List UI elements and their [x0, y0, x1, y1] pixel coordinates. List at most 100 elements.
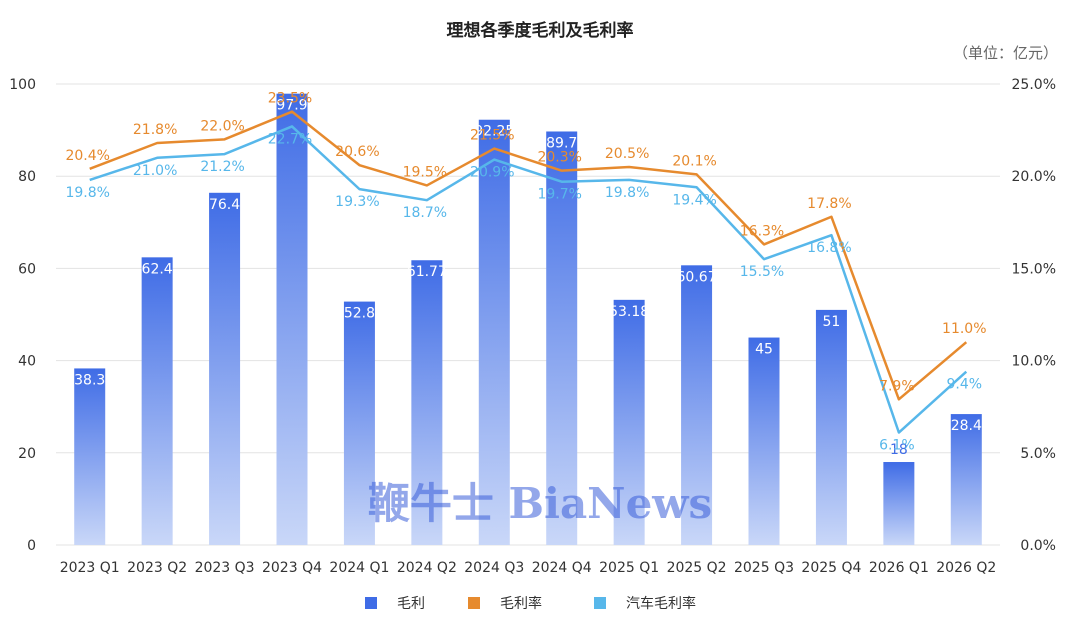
gross-profit-bar-labels: 38.3 62.4 76.4 97.9 52.8 61.77 92.25 89.7 53.18 6…	[74, 98, 982, 458]
legend-swatch	[365, 597, 377, 609]
bar	[613, 299, 645, 545]
legend-label: 汽车毛利率	[626, 595, 696, 612]
bar	[883, 462, 915, 545]
legend-label: 毛利率	[500, 595, 542, 612]
bar-data-label: 52.8	[344, 306, 375, 322]
bar	[815, 309, 847, 545]
bar	[546, 131, 578, 545]
bar	[343, 301, 375, 545]
legend-swatch	[468, 597, 480, 609]
legend: 毛利 毛利率 汽车毛利率	[365, 595, 696, 612]
line-data-label: 21.8%	[133, 122, 177, 138]
right-tick-label: 15.0%	[1012, 261, 1056, 277]
line-data-label: 9.4%	[946, 377, 982, 393]
bar-data-label: 18	[890, 442, 908, 458]
watermark: 鞭牛士 BiaNews	[368, 479, 712, 528]
margin-line-labels: 20.4% 21.8% 22.0% 23.5% 20.6% 19.5% 21.5% 20.3%…	[65, 91, 986, 454]
bar-data-label: 76.4	[209, 197, 240, 213]
x-tick-label: 2024 Q4	[532, 560, 592, 576]
x-tick-label: 2023 Q1	[60, 560, 120, 576]
bar-data-label: 61.77	[407, 264, 447, 280]
line-data-label: 19.5%	[403, 164, 447, 180]
bar-data-label: 45	[755, 342, 773, 358]
x-tick-label: 2025 Q2	[667, 560, 727, 576]
bar	[411, 260, 443, 545]
left-tick-label: 20	[18, 446, 36, 462]
left-axis-ticks: 0 20 40 60 80 100	[9, 77, 36, 554]
x-tick-label: 2024 Q3	[464, 560, 524, 576]
x-tick-label: 2024 Q2	[397, 560, 457, 576]
line-data-label: 20.5%	[605, 146, 649, 162]
bar	[209, 192, 241, 545]
right-tick-label: 20.0%	[1012, 169, 1056, 185]
left-tick-label: 100	[9, 77, 36, 93]
line-data-label: 15.5%	[740, 264, 784, 280]
line-data-label: 7.9%	[879, 378, 915, 394]
gross-profit-bars	[74, 93, 982, 545]
line-data-label: 17.8%	[807, 196, 851, 212]
x-tick-label: 2025 Q1	[599, 560, 659, 576]
line-data-label: 19.8%	[605, 185, 649, 201]
left-tick-label: 0	[27, 538, 36, 554]
bar-data-label: 38.3	[74, 372, 105, 388]
line-data-label: 20.9%	[470, 165, 514, 181]
right-tick-label: 0.0%	[1020, 538, 1056, 554]
line-data-label: 20.4%	[65, 148, 109, 164]
bar-data-label: 28.4	[951, 418, 982, 434]
x-tick-label: 2025 Q3	[734, 560, 794, 576]
right-tick-label: 10.0%	[1012, 354, 1056, 370]
x-tick-label: 2026 Q2	[936, 560, 996, 576]
bar	[74, 368, 106, 545]
line-data-label: 21.0%	[133, 163, 177, 179]
line-data-label: 18.7%	[403, 205, 447, 221]
margin-lines	[89, 110, 968, 434]
series-line	[89, 125, 968, 434]
line-data-label: 19.4%	[672, 192, 716, 208]
bar-data-label: 60.67	[677, 269, 717, 285]
legend-label: 毛利	[397, 596, 425, 612]
line-data-label: 6.1%	[879, 438, 915, 454]
legend-swatch	[594, 597, 606, 609]
line-data-label: 20.3%	[537, 150, 581, 166]
bar	[681, 265, 713, 545]
line-data-label: 23.5%	[268, 91, 312, 107]
bar-data-label: 92.25	[474, 124, 514, 140]
line-data-label: 20.6%	[335, 144, 379, 160]
bar	[276, 93, 308, 545]
x-tick-label: 2023 Q3	[195, 560, 255, 576]
bar	[478, 119, 510, 545]
right-tick-label: 5.0%	[1020, 446, 1056, 462]
left-tick-label: 80	[18, 169, 36, 185]
line-data-label: 19.8%	[65, 185, 109, 201]
line-data-label: 22.7%	[268, 131, 312, 147]
x-tick-label: 2023 Q4	[262, 560, 322, 576]
line-data-label: 21.2%	[200, 159, 244, 175]
right-tick-label: 25.0%	[1012, 77, 1056, 93]
bar-data-label: 89.7	[546, 135, 577, 151]
line-data-label: 20.1%	[672, 153, 716, 169]
x-axis-ticks: 2023 Q1 2023 Q2 2023 Q3 2023 Q4 2024 Q1 2024 …	[60, 560, 997, 576]
chart-title: 理想各季度毛利及毛利率	[447, 20, 634, 41]
line-data-label: 19.7%	[537, 187, 581, 203]
x-tick-label: 2023 Q2	[127, 560, 187, 576]
line-data-label: 19.3%	[335, 194, 379, 210]
bar	[141, 257, 173, 545]
unit-label: （单位：亿元）	[953, 44, 1058, 62]
bar-data-label: 53.18	[609, 304, 649, 320]
x-tick-label: 2025 Q4	[801, 560, 861, 576]
bar-data-label: 97.9	[276, 98, 307, 114]
line-data-label: 22.0%	[200, 118, 244, 134]
line-data-label: 16.3%	[740, 223, 784, 239]
bar	[748, 337, 780, 545]
bar-data-label: 51	[823, 314, 841, 330]
line-data-label: 21.5%	[470, 128, 514, 144]
line-data-label: 11.0%	[942, 321, 986, 337]
x-tick-label: 2024 Q1	[329, 560, 389, 576]
right-axis-ticks: 0.0% 5.0% 10.0% 15.0% 20.0% 25.0%	[1012, 77, 1056, 554]
series-line	[89, 110, 968, 401]
x-tick-label: 2026 Q1	[869, 560, 929, 576]
bar	[950, 414, 982, 545]
left-tick-label: 60	[18, 261, 36, 277]
bar-data-label: 62.4	[142, 261, 173, 277]
